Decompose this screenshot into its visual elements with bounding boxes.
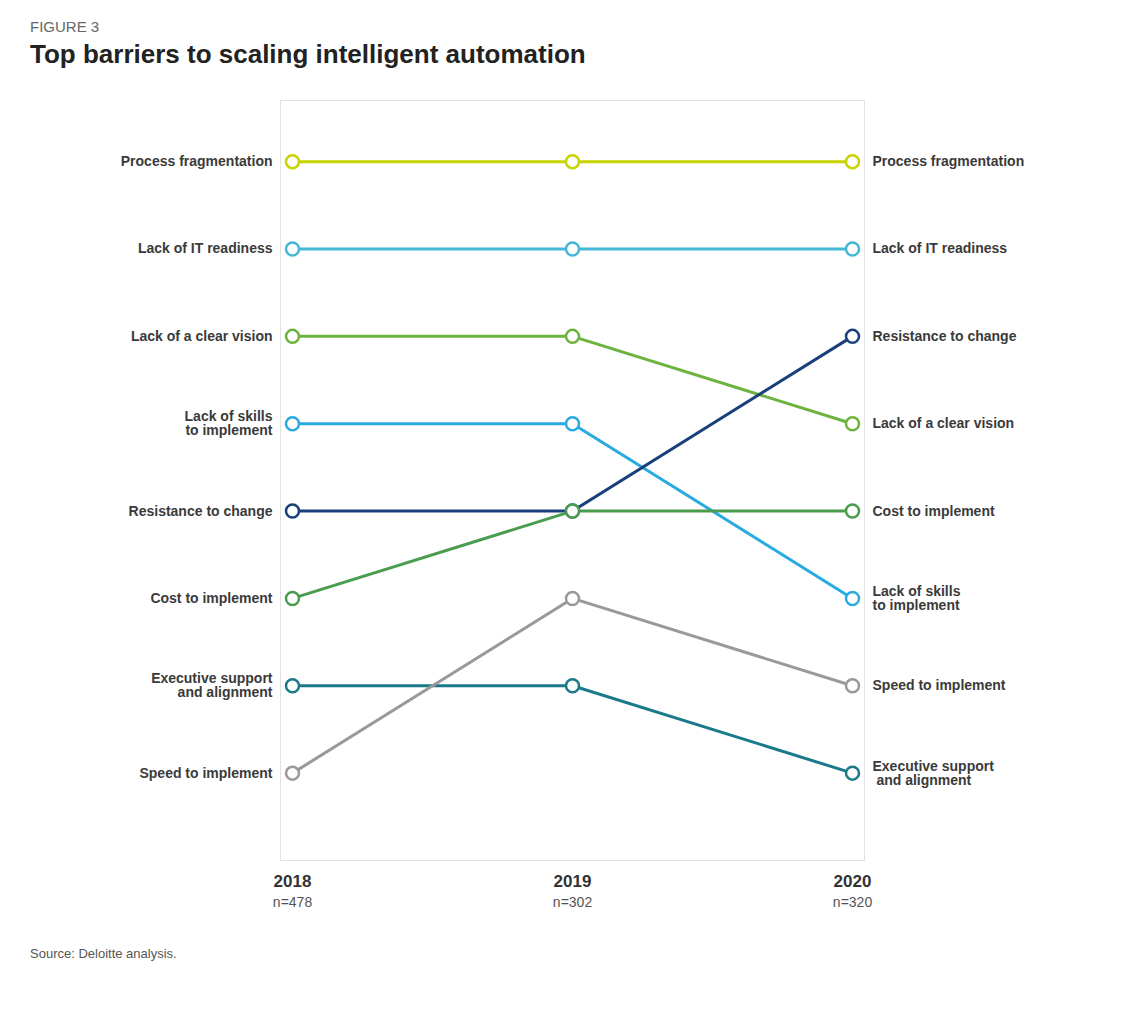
svg-text:Lack of skillsto implement: Lack of skillsto implement	[185, 408, 273, 438]
svg-text:Lack of IT readiness: Lack of IT readiness	[873, 240, 1008, 256]
html-text:FIGURE 3: FIGURE 3	[30, 18, 100, 35]
html-text:Top barriers to scaling intell: Top barriers to scaling intelligent auto…	[30, 39, 586, 69]
svg-text:Executive support and alignmen: Executive support and alignment	[873, 758, 995, 788]
svg-text:n=320: n=320	[833, 894, 873, 910]
svg-text:Lack of skillsto implement: Lack of skillsto implement	[873, 583, 961, 613]
svg-text:Cost to implement: Cost to implement	[873, 503, 995, 519]
svg-text:Executive supportand alignment: Executive supportand alignment	[151, 670, 273, 700]
svg-text:Lack of IT readiness: Lack of IT readiness	[138, 240, 273, 256]
svg-text:2020: 2020	[834, 872, 872, 891]
svg-text:Resistance to change: Resistance to change	[129, 503, 273, 519]
svg-text:n=478: n=478	[273, 894, 313, 910]
svg-text:2019: 2019	[554, 872, 592, 891]
svg-text:Process fragmentation: Process fragmentation	[121, 153, 273, 169]
svg-text:2018: 2018	[274, 872, 312, 891]
svg-text:n=302: n=302	[553, 894, 593, 910]
svg-text:Lack of a clear vision: Lack of a clear vision	[131, 328, 273, 344]
svg-text:Process fragmentation: Process fragmentation	[873, 153, 1025, 169]
svg-text:Lack of a clear vision: Lack of a clear vision	[873, 415, 1015, 431]
svg-text:Speed to implement: Speed to implement	[139, 765, 272, 781]
html-text:Source: Deloitte analysis.: Source: Deloitte analysis.	[30, 946, 177, 961]
svg-text:Cost to implement: Cost to implement	[150, 590, 272, 606]
svg-text:Resistance to change: Resistance to change	[873, 328, 1017, 344]
svg-text:Speed to implement: Speed to implement	[873, 677, 1006, 693]
